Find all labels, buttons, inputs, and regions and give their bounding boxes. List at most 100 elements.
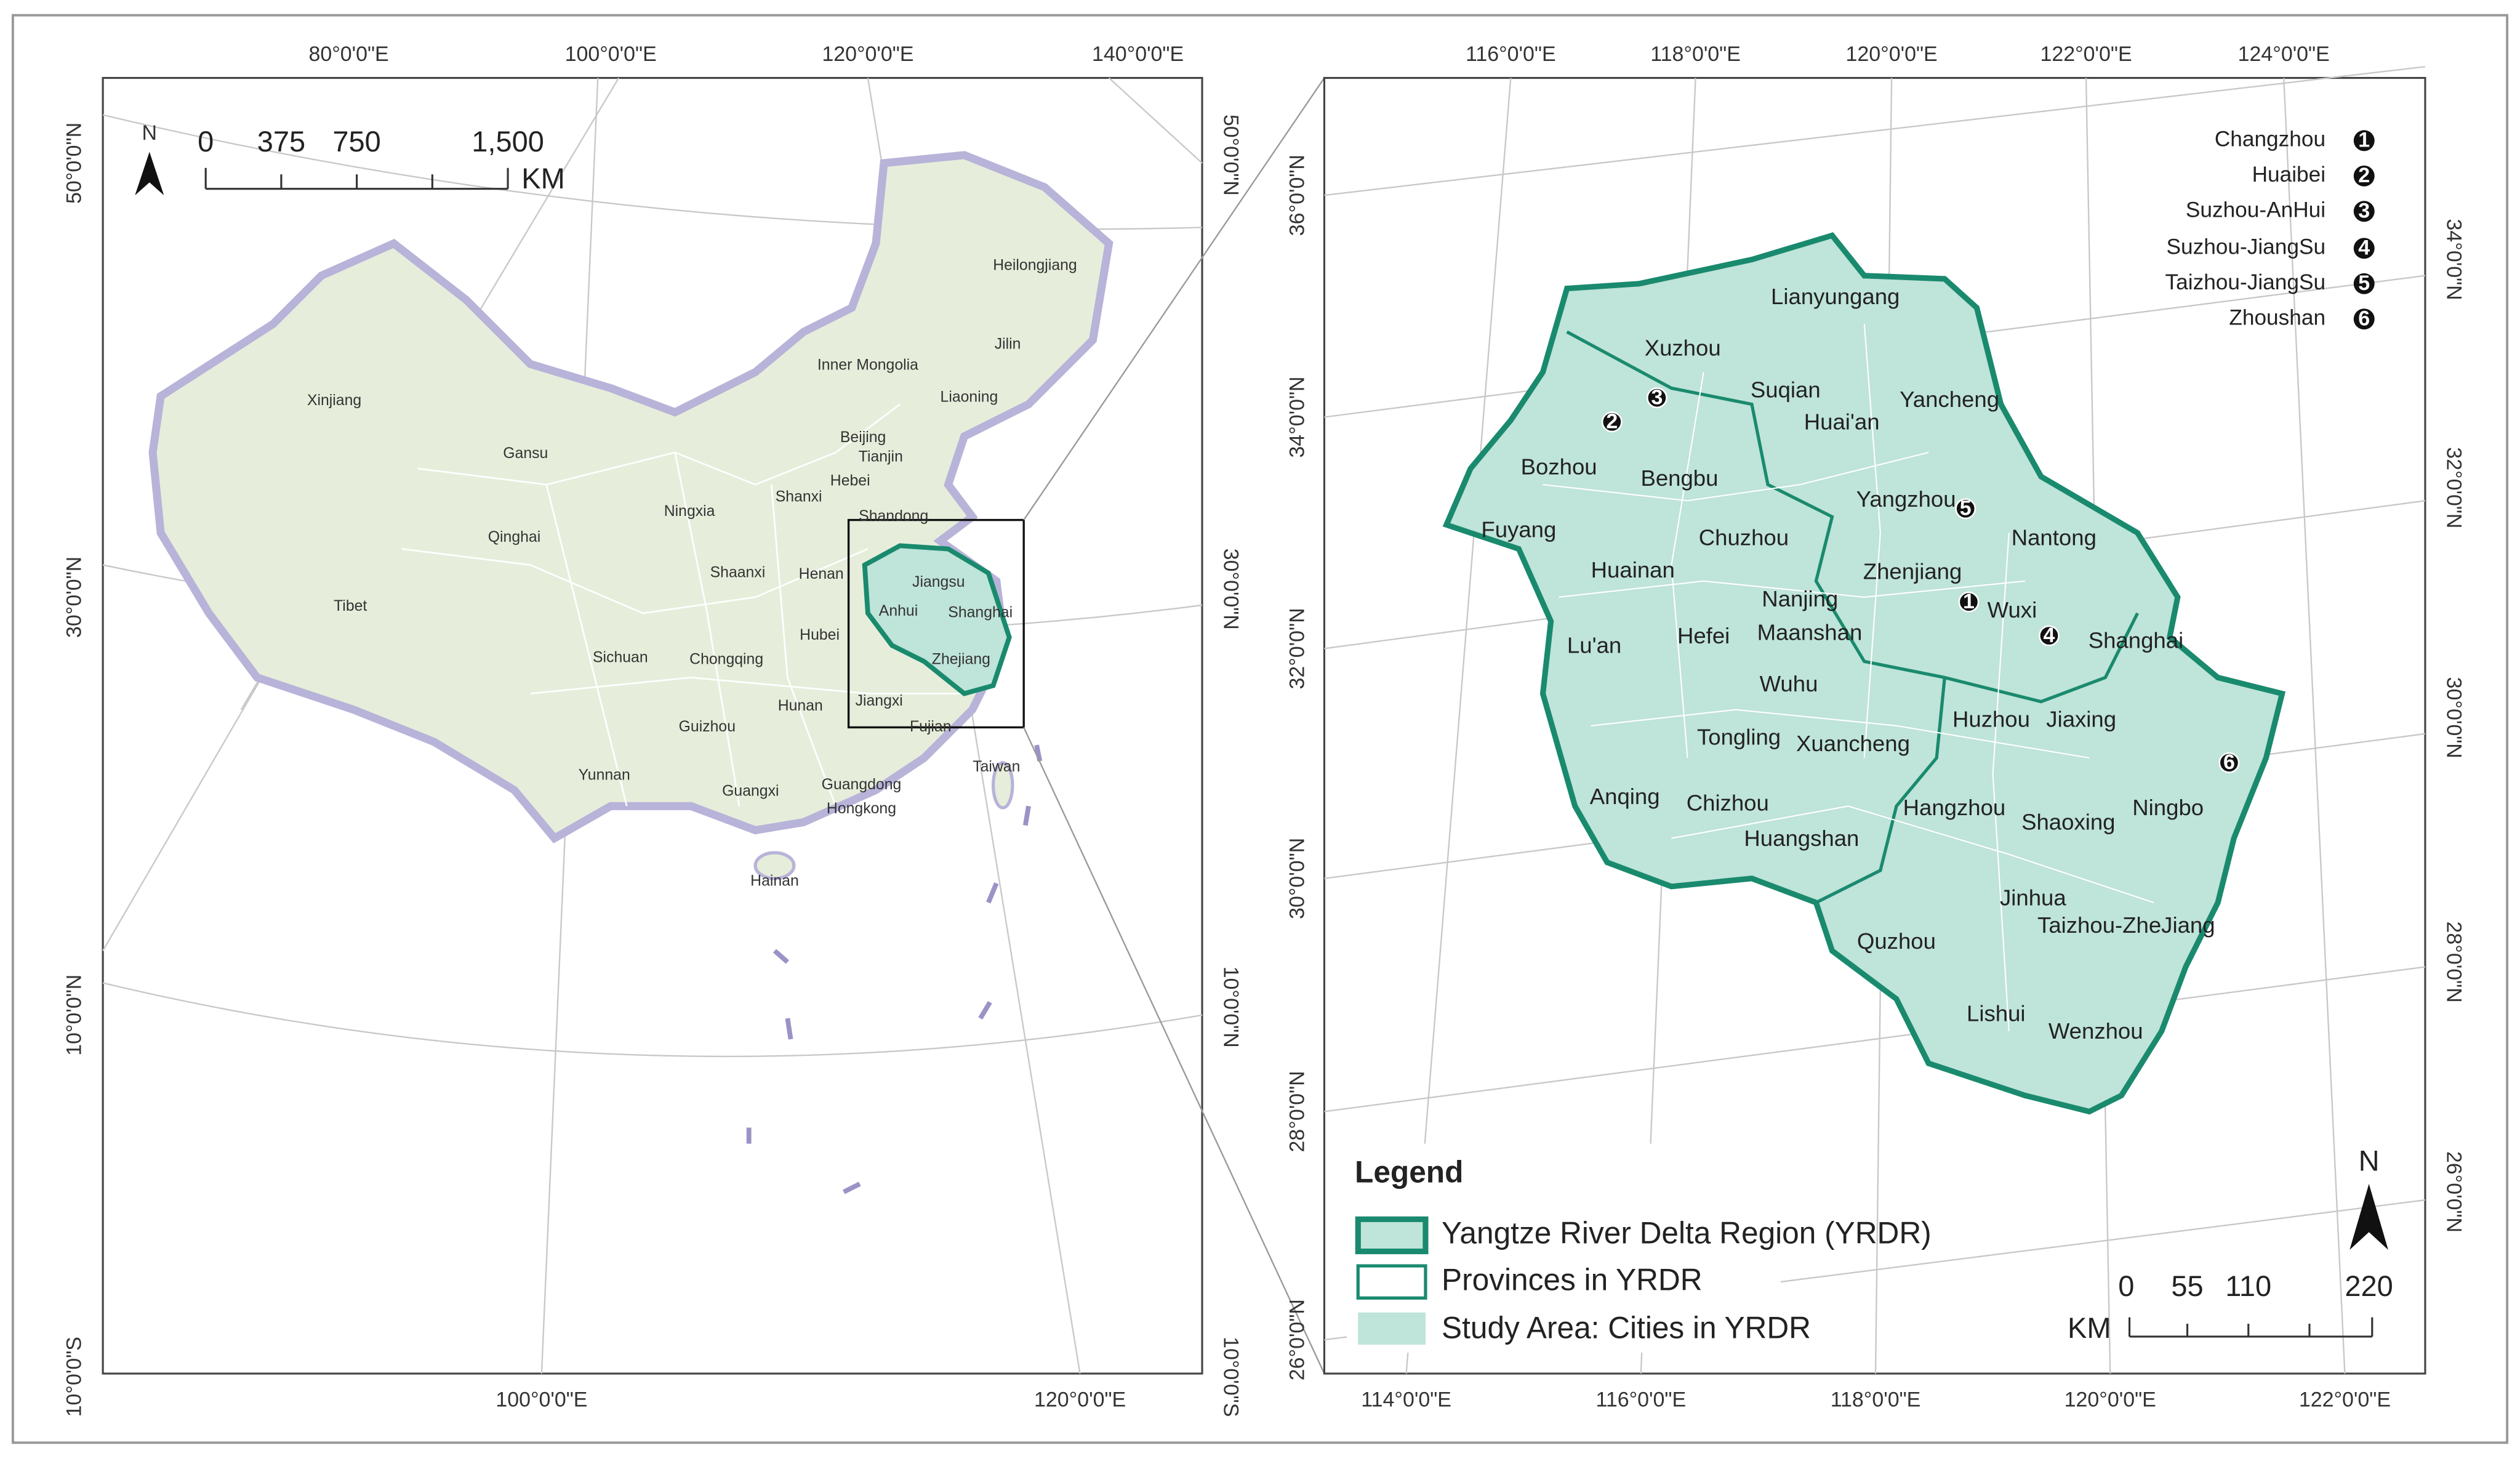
province-label: Gansu	[503, 445, 548, 462]
legend-item: Provinces in YRDR	[1442, 1262, 1703, 1297]
numbered-name: Huaibei	[2252, 163, 2325, 187]
city-label: Lu'an	[1567, 632, 1621, 658]
lon-label: 116°0'0"E	[1596, 1388, 1687, 1411]
lat-label: 26°0'0"N	[2442, 1151, 2465, 1233]
province-label: Hainan	[750, 873, 799, 890]
province-label: Henan	[799, 566, 844, 582]
province-label: Tianjin	[859, 448, 903, 465]
numbered-name: Suzhou-AnHui	[2186, 198, 2325, 222]
lat-label: 30°0'0"N	[2442, 677, 2465, 759]
city-label: Nanjing	[1762, 586, 1838, 611]
scale-label: 375	[257, 125, 305, 158]
lat-label: 10°0'0"N	[1219, 967, 1242, 1048]
city-label: Huangshan	[1744, 826, 1859, 851]
numbered-name: Zhoushan	[2229, 306, 2325, 330]
legend-swatch-province	[1356, 1264, 1427, 1300]
city-label: Taizhou-ZheJiang	[2037, 912, 2215, 938]
legend-item: Study Area: Cities in YRDR	[1442, 1311, 1811, 1345]
city-label: Bozhou	[1521, 454, 1597, 480]
city-label: Quzhou	[1857, 928, 1936, 954]
city-label: Anqing	[1590, 784, 1660, 809]
city-label: Yancheng	[1900, 387, 1999, 412]
city-label: Wenzhou	[2049, 1018, 2143, 1044]
province-label: Hongkong	[827, 800, 896, 817]
province-label: Taiwan	[973, 759, 1020, 775]
lon-label: 120°0'0"E	[1846, 42, 1938, 66]
province-label: Zhejiang	[932, 651, 990, 667]
lon-label: 100°0'0"E	[496, 1388, 587, 1411]
province-label: Shanghai	[948, 605, 1013, 621]
scale-unit: KM	[521, 162, 564, 195]
scale-label: 55	[2171, 1270, 2203, 1302]
lat-label: 50°0'0"N	[1219, 115, 1242, 196]
scale-label: 1,500	[471, 125, 544, 158]
lat-label: 30°0'0"N	[1219, 549, 1242, 630]
lon-label: 124°0'0"E	[2238, 42, 2330, 66]
province-label: Jilin	[995, 336, 1021, 353]
city-label: Fuyang	[1481, 517, 1556, 542]
city-label: Chizhou	[1687, 790, 1769, 815]
province-label: Beijing	[840, 429, 886, 446]
numbered-name: Changzhou	[2215, 127, 2325, 151]
province-label: Inner Mongolia	[817, 356, 918, 373]
lat-label: 34°0'0"N	[2442, 219, 2465, 300]
legend-item: Yangtze River Delta Region (YRDR)	[1442, 1216, 1932, 1250]
lat-label: 32°0'0"N	[1286, 608, 1309, 689]
province-label: Yunnan	[579, 767, 630, 783]
scale-bar-left	[204, 167, 509, 190]
province-label: Anhui	[879, 603, 918, 619]
province-label: Heilongjiang	[993, 257, 1077, 274]
numbered-badge-number: 5	[2358, 272, 2370, 295]
city-label: Lianyungang	[1771, 284, 1900, 309]
city-label: Suqian	[1751, 377, 1821, 402]
province-label: Hunan	[778, 698, 823, 714]
city-marker	[1646, 387, 1667, 409]
province-label: Fujian	[910, 718, 952, 735]
lat-label: 28°0'0"N	[2442, 922, 2465, 1003]
numbered-badge-number: 1	[2358, 129, 2370, 152]
lon-label: 140°0'0"E	[1092, 42, 1184, 66]
city-marker-number: 5	[1960, 497, 1972, 520]
province-borders	[401, 403, 965, 807]
numbered-badge	[2353, 238, 2375, 259]
hainan-island	[753, 851, 796, 880]
city-label: Bengbu	[1640, 465, 1718, 491]
province-label: Shandong	[859, 508, 928, 525]
scale-label: 750	[332, 125, 380, 158]
city-marker	[1958, 591, 1980, 613]
lon-label: 116°0'0"E	[1466, 42, 1556, 66]
city-marker-number: 4	[2044, 624, 2055, 647]
lat-label: 36°0'0"N	[1286, 155, 1309, 236]
city-label: Shanghai	[2089, 628, 2183, 653]
north-arrow-left	[135, 151, 164, 196]
province-label: Tibet	[334, 598, 367, 614]
lat-label: 10°0'0"N	[63, 975, 86, 1056]
numbered-badge	[2353, 201, 2375, 222]
city-label: Hangzhou	[1903, 795, 2006, 820]
numbered-badge	[2353, 165, 2375, 187]
city-borders	[1543, 323, 2154, 1031]
province-label: Jiangsu	[912, 574, 965, 590]
city-label: Maanshan	[1757, 620, 1863, 645]
city-label: Tongling	[1697, 724, 1781, 749]
lat-label: 50°0'0"N	[63, 123, 86, 204]
lat-label: 34°0'0"N	[1286, 376, 1309, 457]
lon-label: 100°0'0"E	[565, 42, 657, 66]
province-label: Hubei	[800, 627, 840, 643]
city-label: Huzhou	[1952, 707, 2030, 732]
north-arrow-right	[2349, 1183, 2388, 1250]
city-label: Huai'an	[1804, 409, 1880, 435]
numbered-badge-number: 4	[2358, 236, 2370, 260]
city-label: Shaoxing	[2021, 810, 2115, 835]
city-marker-number: 1	[1963, 590, 1975, 613]
city-label: Huainan	[1591, 557, 1675, 582]
province-label: Qinghai	[488, 529, 540, 545]
city-marker	[2218, 752, 2240, 773]
connector-lines	[1023, 77, 1325, 1374]
nine-dash-line	[746, 744, 1043, 1194]
lon-label: 114°0'0"E	[1361, 1388, 1451, 1411]
numbered-badge-number: 3	[2358, 199, 2370, 223]
scale-label: 220	[2345, 1270, 2393, 1302]
